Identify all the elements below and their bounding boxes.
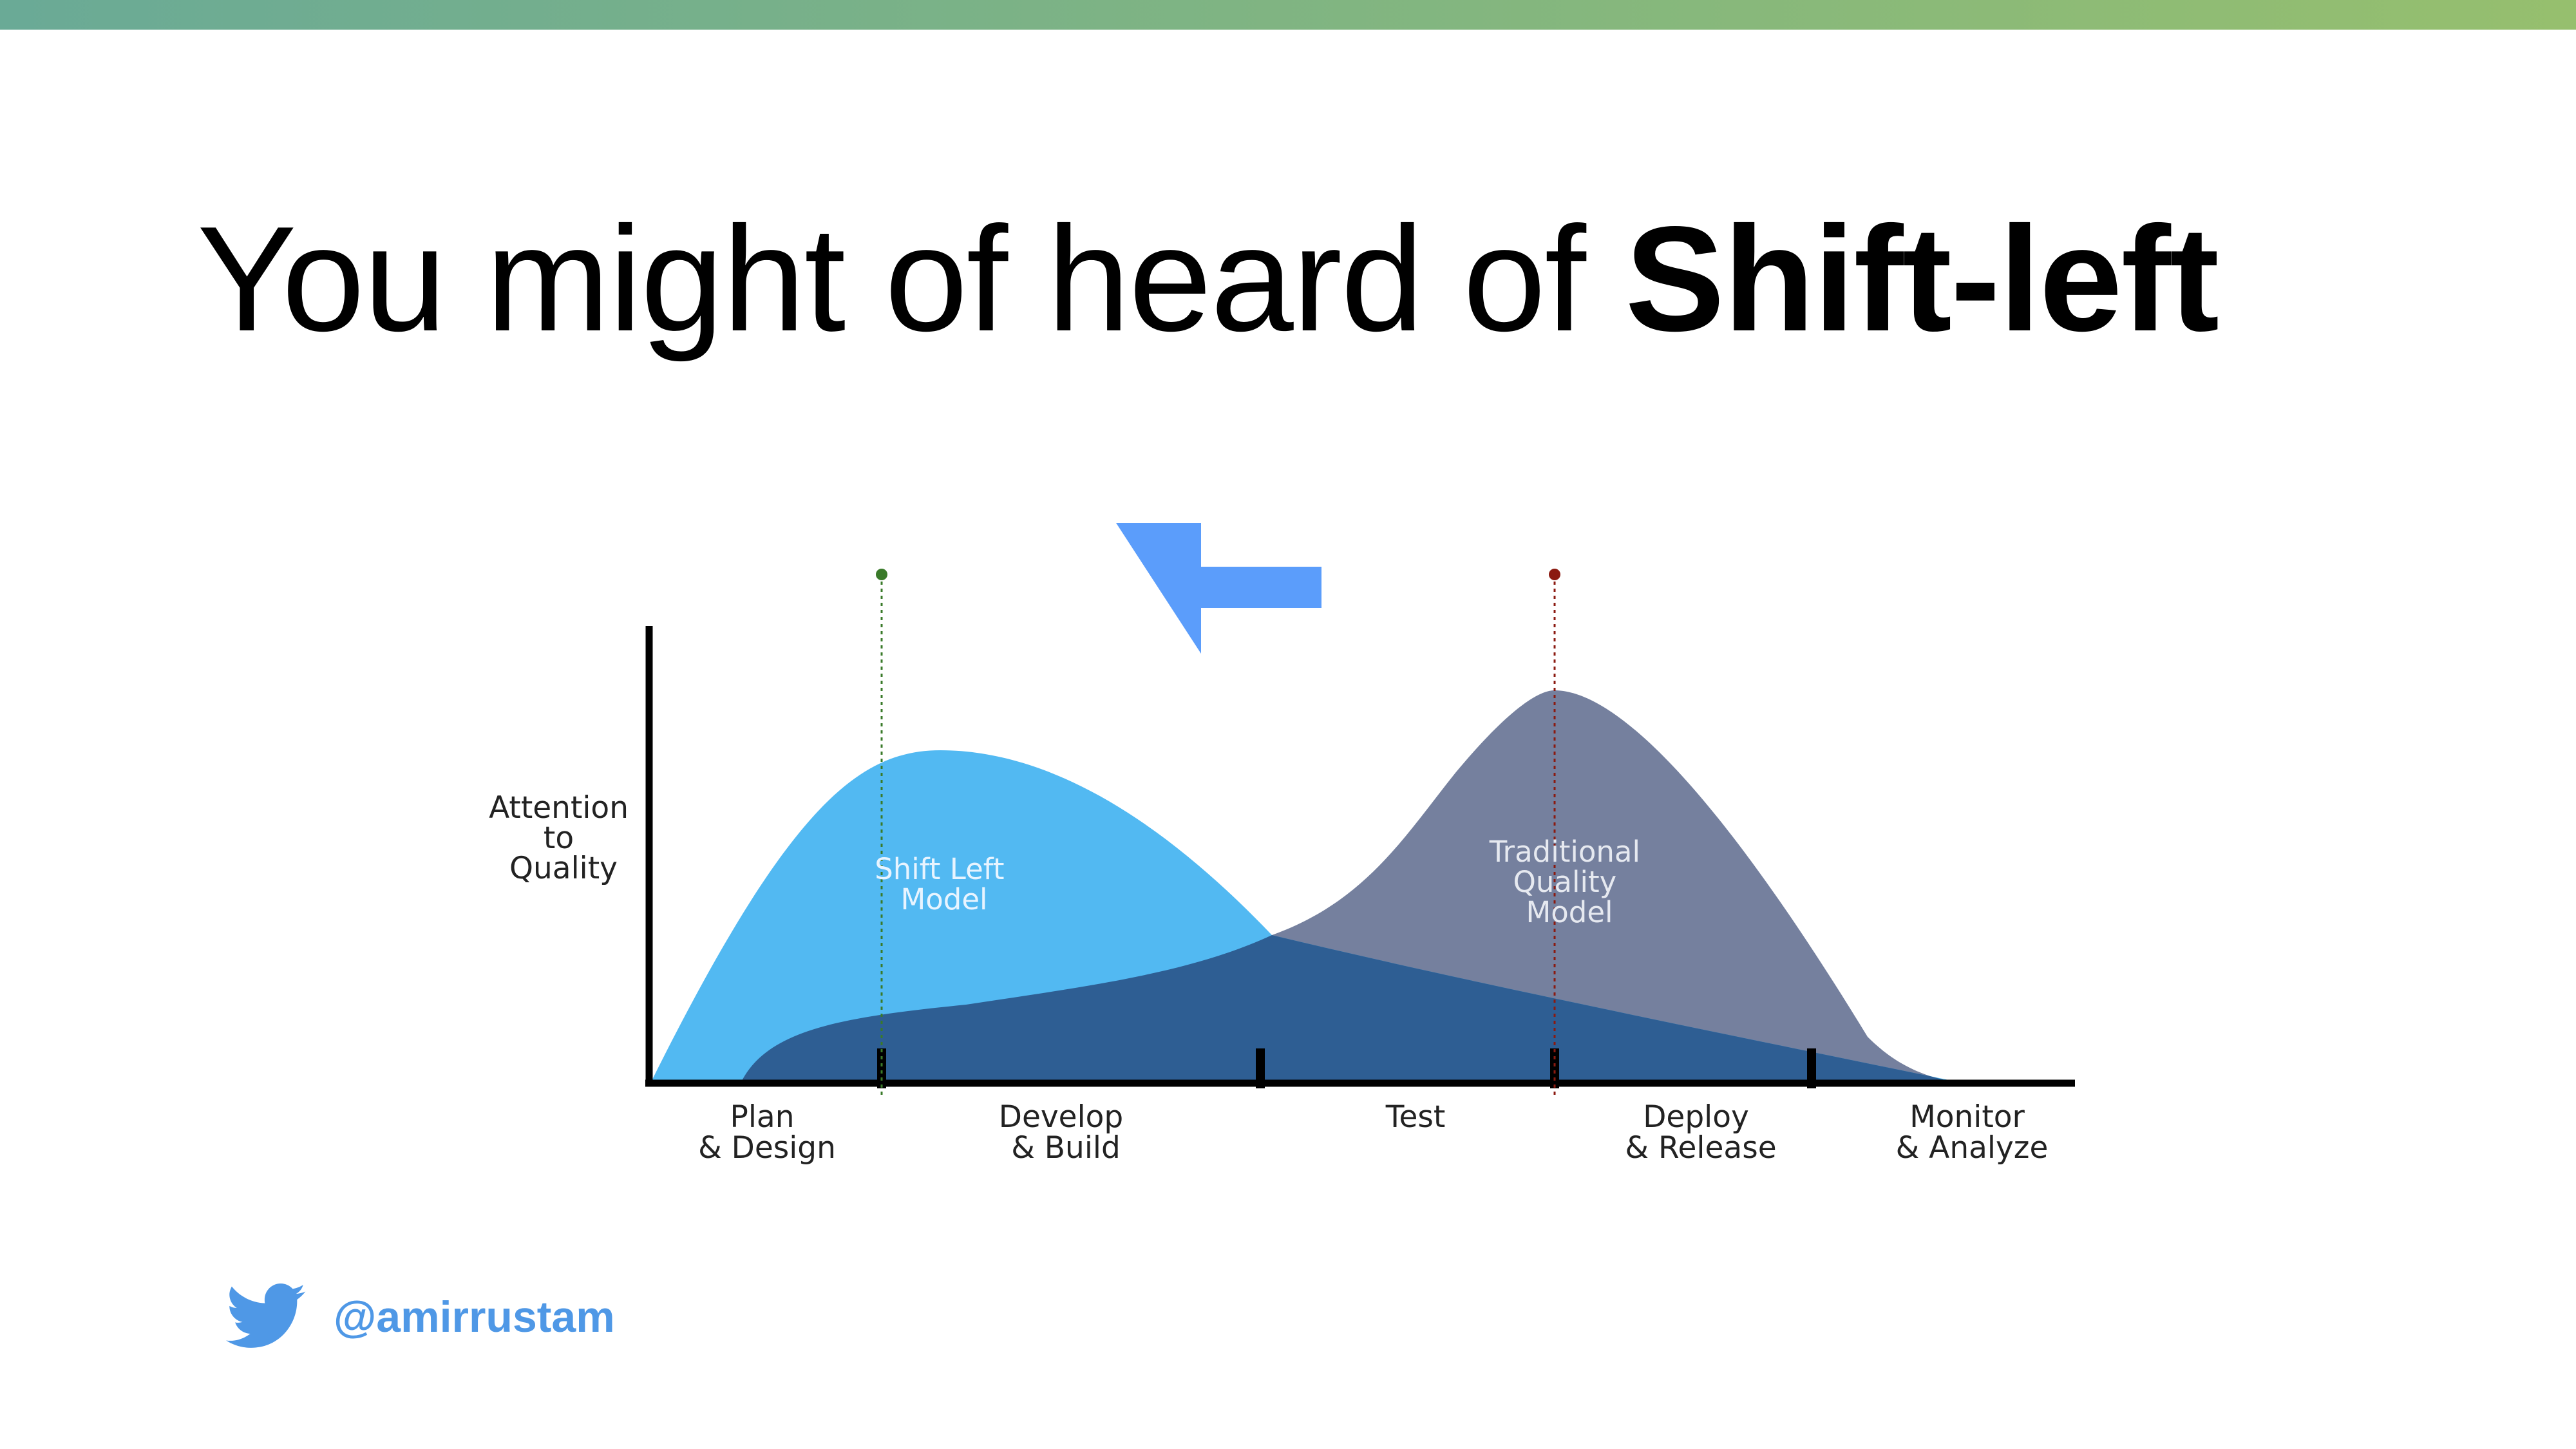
traditional-label-line1: Traditional bbox=[1489, 835, 1640, 869]
twitter-bird-icon bbox=[226, 1283, 306, 1348]
y-axis-label-line1: Attention bbox=[489, 790, 629, 826]
phase-deploy-line1: Deploy bbox=[1643, 1099, 1749, 1135]
twitter-handle-text[interactable]: @amirrustam bbox=[334, 1293, 615, 1341]
shift-left-curve bbox=[650, 750, 1964, 1083]
shift-left-label-line1: Shift Left bbox=[875, 852, 1004, 886]
green-marker-dot bbox=[876, 569, 887, 580]
phase-labels: Plan & Design Develop & Build Test Deplo… bbox=[698, 1099, 2048, 1166]
phase-develop-line2: & Build bbox=[1011, 1130, 1121, 1166]
phase-develop-build: Develop & Build bbox=[999, 1099, 1133, 1166]
phase-monitor-analyze: Monitor & Analyze bbox=[1896, 1099, 2049, 1166]
phase-monitor-line2: & Analyze bbox=[1896, 1130, 2049, 1166]
phase-test: Test bbox=[1385, 1099, 1446, 1135]
traditional-label-line2: Quality bbox=[1513, 865, 1616, 899]
y-axis-label-line2: to bbox=[544, 820, 574, 856]
y-axis-label-line3: Quality bbox=[509, 851, 618, 886]
top-gradient-bar bbox=[0, 0, 2576, 30]
traditional-quality-curve bbox=[741, 690, 1964, 1083]
phase-deploy-line2: & Release bbox=[1625, 1130, 1776, 1166]
phase-deploy-release: Deploy & Release bbox=[1625, 1099, 1776, 1166]
y-axis-label: Attention to Quality bbox=[489, 790, 638, 886]
slide-title: You might of heard of Shift-left bbox=[197, 205, 2219, 354]
red-marker-dot bbox=[1549, 569, 1560, 580]
shift-left-label: Shift Left Model bbox=[875, 852, 1014, 916]
twitter-bird-shape bbox=[226, 1283, 306, 1348]
shift-left-label-line2: Model bbox=[900, 882, 987, 916]
arrow-left-icon bbox=[1116, 523, 1321, 654]
phase-test-line1: Test bbox=[1385, 1099, 1446, 1135]
phase-monitor-line1: Monitor bbox=[1909, 1099, 2025, 1135]
phase-develop-line1: Develop bbox=[999, 1099, 1124, 1135]
traditional-label-line3: Model bbox=[1526, 895, 1613, 929]
title-bold: Shift-left bbox=[1625, 196, 2219, 363]
traditional-label: Traditional Quality Model bbox=[1489, 835, 1650, 929]
phase-plan-line2: & Design bbox=[698, 1130, 836, 1166]
phase-plan-line1: Plan bbox=[730, 1099, 795, 1135]
phase-plan-design: Plan & Design bbox=[698, 1099, 836, 1166]
phase-ticks bbox=[877, 1048, 1816, 1088]
twitter-handle: @amirrustam bbox=[225, 1282, 615, 1352]
title-regular: You might of heard of bbox=[197, 196, 1625, 363]
